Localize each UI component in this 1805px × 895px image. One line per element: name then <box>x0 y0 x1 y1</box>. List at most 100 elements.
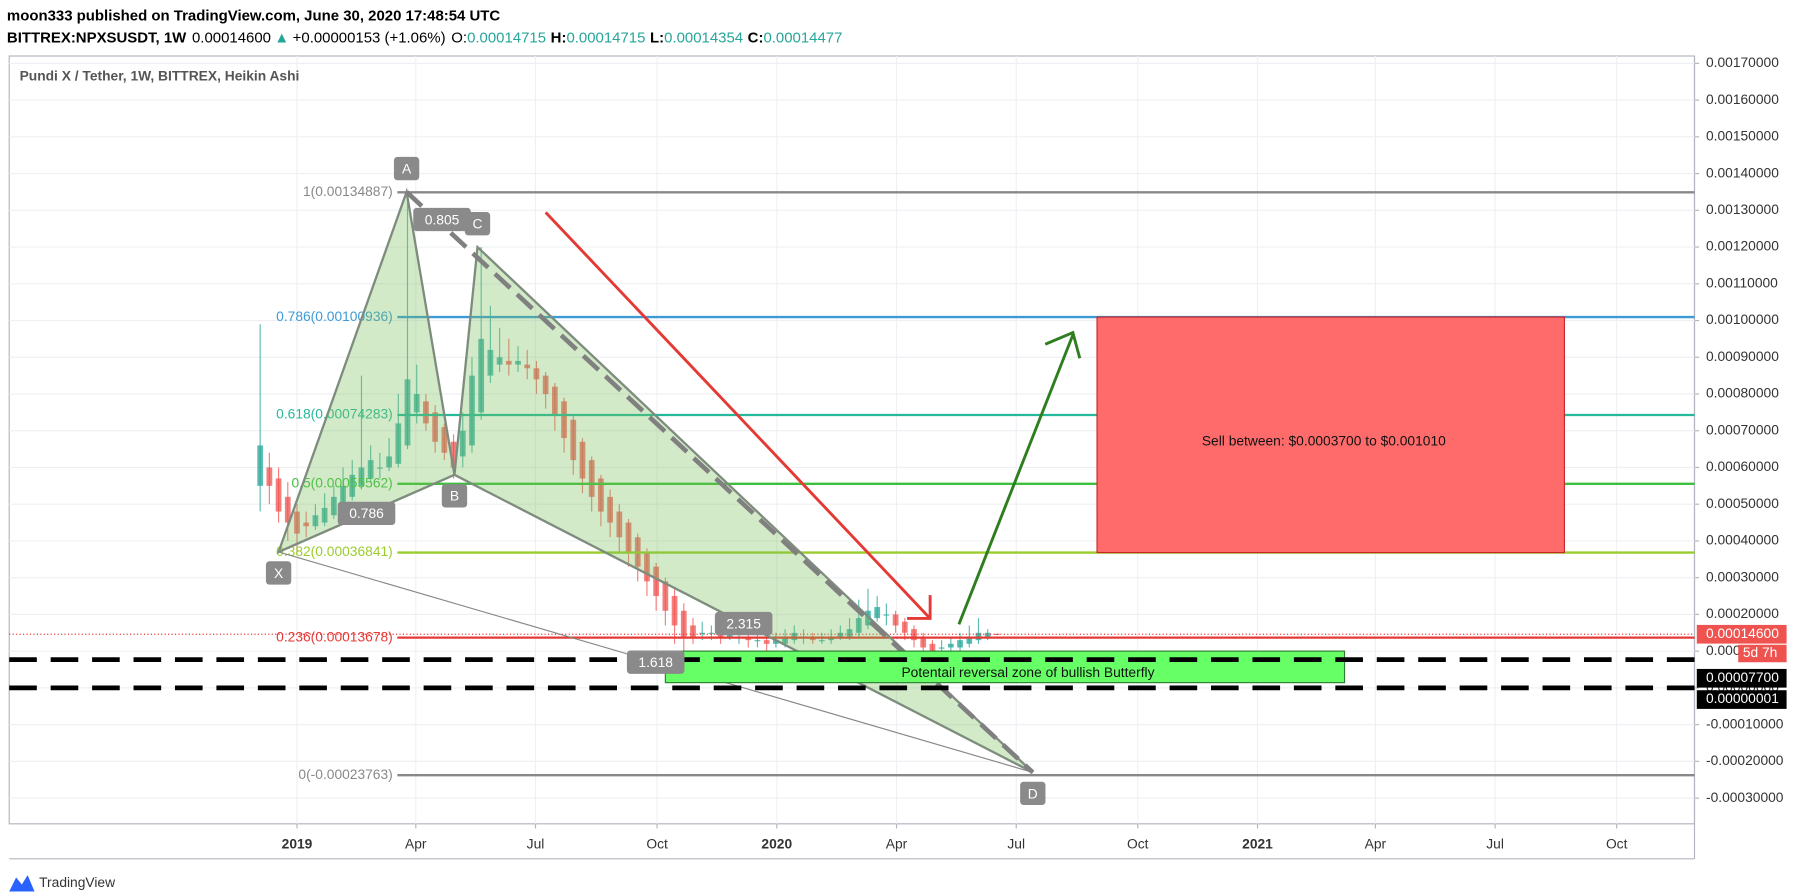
candle-body <box>920 636 927 648</box>
ohlc-label: O: <box>451 29 467 46</box>
candle-body <box>570 419 577 461</box>
ohlc-label: C: <box>748 29 764 46</box>
pattern-point-label-box <box>1020 781 1046 806</box>
candle-body <box>855 618 862 633</box>
x-tick-label: Oct <box>646 835 668 851</box>
candle-body <box>478 338 485 413</box>
arrow <box>957 334 1075 625</box>
candle-body <box>266 467 273 486</box>
arrow-head <box>907 595 932 620</box>
candle-body <box>441 427 448 453</box>
pattern-point-label: C <box>473 215 483 231</box>
brand: TradingView <box>39 874 116 890</box>
candle-body <box>275 478 282 512</box>
ohlc-value: 0.00014715 <box>566 29 645 46</box>
candle-body <box>625 522 632 552</box>
candle-body <box>763 640 770 644</box>
ohlc-label: L: <box>650 29 664 46</box>
candle-body <box>782 636 788 644</box>
y-tick-label: 0.00060000 <box>1706 458 1779 474</box>
sell-zone-label: Sell between: $0.0003700 to $0.001010 <box>1202 432 1446 448</box>
y-tick-label: 0.00150000 <box>1706 127 1779 143</box>
x-tick-label: Apr <box>886 835 908 851</box>
sell-zone <box>1096 316 1565 554</box>
y-tick-label: 0.00160000 <box>1706 91 1779 107</box>
ratio-label: 1.618 <box>638 654 673 670</box>
candle-body <box>662 581 669 611</box>
x-tick-label: 2019 <box>282 835 313 851</box>
candle-body <box>975 632 982 641</box>
countdown-label: 5d 7h <box>1743 644 1778 660</box>
candle-body <box>294 511 300 534</box>
reversal-zone-label: Potentail reversal zone of bullish Butte… <box>901 664 1154 680</box>
y-tick-label: 0.00020000 <box>1706 605 1779 621</box>
candle-body <box>616 511 623 538</box>
y-tick-label: -0.00010000 <box>1706 715 1784 731</box>
fib-label: 0.5(0.00055562) <box>292 474 393 490</box>
candle-body <box>386 456 392 468</box>
candle-body <box>524 364 531 369</box>
candle-body <box>505 360 512 365</box>
candle-body <box>303 522 310 527</box>
x-tick-label: Jul <box>1486 835 1504 851</box>
candle-body <box>367 460 374 479</box>
candle-body <box>459 430 466 457</box>
candle-body <box>699 632 706 634</box>
logo-icon <box>9 875 35 892</box>
candle-body <box>708 632 715 634</box>
y-tick-label: -0.00020000 <box>1706 752 1784 768</box>
candle-body <box>487 349 494 376</box>
candle-body <box>257 445 264 486</box>
candle-body <box>607 496 613 523</box>
y-tick-label: 0.00120000 <box>1706 238 1779 254</box>
ohlc-value: 0.00014715 <box>467 29 546 46</box>
price-line-label: 0.00007700 <box>1706 669 1779 685</box>
candle-body <box>772 640 779 644</box>
candle-body <box>598 478 604 512</box>
candle-body <box>901 621 908 633</box>
ratio-label: 0.786 <box>349 505 384 521</box>
candle-body <box>358 467 365 486</box>
ratio-label-box <box>413 207 471 232</box>
pattern-point-label: A <box>402 160 412 176</box>
candle-body <box>690 625 696 637</box>
candle-body <box>533 368 540 380</box>
y-tick-label: 0.00030000 <box>1706 568 1779 584</box>
arrow-head <box>1044 330 1082 359</box>
ratio-label-box <box>626 650 685 674</box>
x-tick-label: Apr <box>1365 835 1387 851</box>
candle-body <box>874 607 881 619</box>
x-tick-label: Jul <box>527 835 545 851</box>
symbol-line: BITTREX:NPXSUSDT, 1W 0.00014600 ▲ +0.000001… <box>7 29 843 46</box>
price-line-label: 0.00000001 <box>1706 690 1779 706</box>
pattern-point-label: D <box>1028 785 1038 801</box>
arrow <box>544 211 932 620</box>
candle-body <box>754 640 761 642</box>
candle-body <box>644 551 650 582</box>
candle-body <box>938 647 945 649</box>
brand-logo: TradingView <box>9 874 116 892</box>
candle-body <box>579 441 586 479</box>
symbol: BITTREX:NPXSUSDT, 1W <box>7 29 187 46</box>
candle-body <box>588 460 595 497</box>
x-tick-label: Jul <box>1007 835 1025 851</box>
pattern-point-label: B <box>450 488 459 504</box>
last-price-tag <box>1696 624 1787 644</box>
candle-body <box>929 643 936 652</box>
y-tick-label: 0.00110000 <box>1706 274 1778 290</box>
candle-body <box>966 636 973 644</box>
x-tick-label: 2020 <box>761 835 792 851</box>
y-tick-label: 0.00070000 <box>1706 421 1779 437</box>
y-tick-label: 0.00050000 <box>1706 495 1779 511</box>
candle-body <box>395 423 402 464</box>
y-tick-label: 0.00080000 <box>1706 385 1779 401</box>
candle-body <box>284 496 291 523</box>
candle-body <box>561 401 567 439</box>
candle-body <box>846 629 853 637</box>
last-price-label: 0.00014600 <box>1706 625 1779 641</box>
candle-body <box>432 412 439 442</box>
y-tick-label: 0.00140000 <box>1706 164 1779 180</box>
candle-body <box>450 441 457 468</box>
candle-body <box>892 614 899 626</box>
ratio-label-box <box>714 611 773 636</box>
